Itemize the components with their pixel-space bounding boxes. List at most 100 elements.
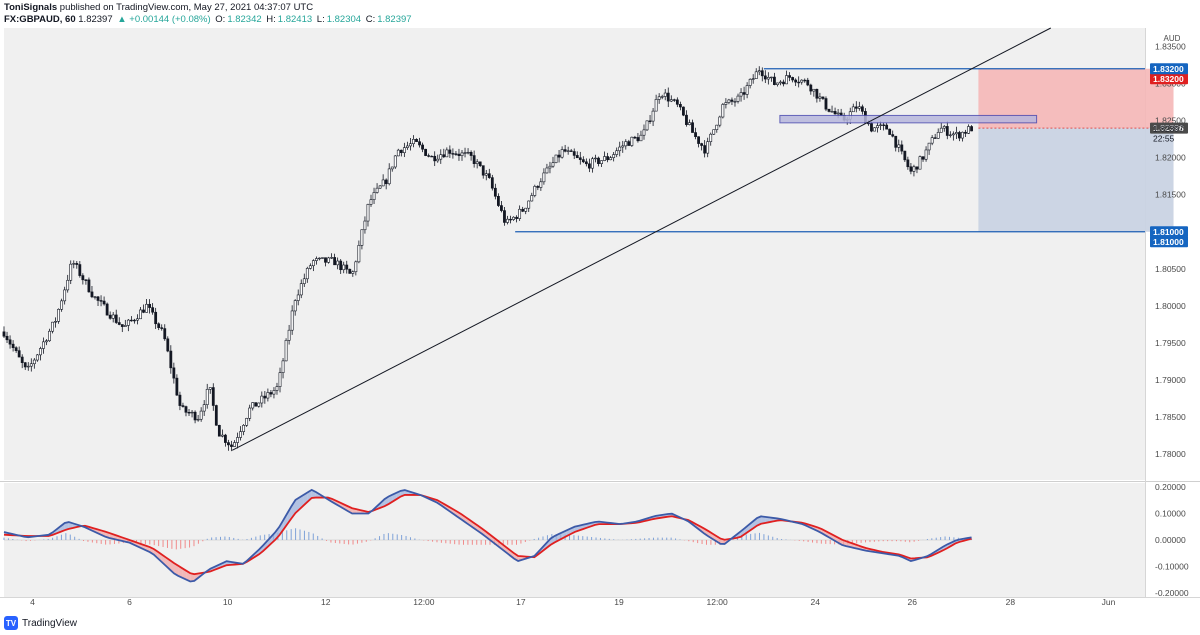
candle-body: [769, 76, 773, 79]
candle-body: [272, 390, 276, 395]
candle-body: [193, 411, 197, 421]
candle-body: [217, 424, 221, 437]
candle-body: [836, 112, 840, 115]
candle-body: [108, 314, 112, 319]
macd-fill: [485, 531, 490, 540]
candle-body: [760, 70, 764, 77]
candle-body: [648, 120, 652, 122]
candle-body: [563, 149, 567, 152]
candle-body: [442, 154, 446, 158]
candle-body: [657, 96, 661, 100]
time-tick: 12:00: [706, 597, 728, 607]
candle-body: [727, 99, 731, 103]
candle-body: [406, 145, 409, 148]
candle-body: [14, 347, 18, 351]
countdown-label: 22:55: [1153, 133, 1175, 143]
author-name[interactable]: ToniSignals: [4, 2, 58, 13]
candle-body: [521, 208, 525, 212]
macd-tick: -0.20000: [1155, 588, 1189, 598]
candle-body: [354, 261, 358, 273]
high-label: H:: [266, 14, 276, 25]
candle-body: [26, 365, 30, 368]
candle-body: [181, 405, 185, 407]
candle-body: [436, 158, 440, 162]
candle-body: [375, 187, 379, 193]
candle-body: [214, 405, 218, 426]
candle-body: [311, 260, 315, 267]
candle-body: [812, 88, 816, 92]
macd-tick: 0.10000: [1155, 508, 1186, 518]
macd-fill: [493, 537, 498, 547]
candle-body: [5, 335, 9, 341]
candle-body: [302, 278, 306, 284]
candle-body: [409, 143, 412, 147]
candle-body: [636, 137, 640, 142]
candle-body: [205, 388, 209, 405]
candle-body: [51, 321, 54, 332]
candle-body: [612, 154, 616, 158]
tradingview-brand[interactable]: TradingView: [22, 617, 78, 629]
candle-body: [451, 153, 455, 155]
candle-body: [806, 79, 810, 86]
candle-body: [360, 229, 364, 246]
candle-body: [351, 271, 355, 274]
price-tick: 1.80500: [1155, 264, 1186, 274]
candle-body: [166, 338, 170, 352]
candle-body: [906, 159, 910, 168]
macd-fill: [275, 526, 280, 540]
candle-body: [882, 124, 886, 126]
candle-body: [463, 152, 467, 154]
candle-body: [324, 257, 327, 263]
macd-fill: [506, 547, 511, 556]
candle-body: [69, 263, 73, 281]
time-tick: 4: [30, 597, 35, 607]
candle-body: [688, 122, 691, 125]
stop-zone-box[interactable]: [978, 128, 1174, 232]
candle-body: [678, 104, 682, 108]
candle-body: [178, 394, 182, 406]
trendline[interactable]: [231, 27, 1051, 451]
candle-body: [45, 340, 48, 343]
close-value: 1.82397: [377, 14, 412, 25]
candle-body: [305, 268, 309, 280]
candle-body: [709, 133, 713, 142]
candle-body: [427, 155, 431, 157]
candle-body: [220, 434, 224, 437]
candle-body: [682, 106, 685, 116]
candle-body: [785, 75, 788, 85]
time-tick: Jun: [1102, 597, 1116, 607]
candle-body: [60, 300, 64, 310]
candle-body: [733, 101, 737, 103]
candle-body: [788, 75, 791, 78]
candle-body: [675, 99, 679, 105]
candle-body: [554, 154, 558, 163]
candle-body: [660, 96, 664, 98]
last-close-label-bg: [1150, 122, 1188, 134]
candle-body: [390, 166, 394, 170]
candle-body: [955, 132, 958, 135]
macd-fill: [64, 522, 69, 531]
candle-body: [293, 300, 297, 312]
tradingview-logo-icon[interactable]: TV: [4, 616, 18, 630]
candle-body: [945, 126, 949, 136]
signal-line[interactable]: [3, 494, 972, 576]
candle-body: [117, 322, 121, 325]
candle-body: [457, 153, 461, 156]
candle-body: [481, 165, 485, 176]
candle-body: [154, 311, 158, 325]
candle-body: [327, 257, 330, 263]
macd-line[interactable]: [3, 488, 972, 583]
candle-body: [597, 157, 600, 164]
candle-body: [281, 360, 285, 373]
candle-body: [87, 279, 91, 293]
candle-body: [102, 300, 106, 305]
candle-body: [454, 153, 458, 155]
resistance-zone[interactable]: [779, 114, 1038, 124]
candle-body: [142, 309, 145, 313]
candle-body: [415, 139, 418, 142]
macd-fill: [477, 525, 482, 534]
candle-body: [706, 141, 710, 154]
candle-body: [236, 437, 239, 443]
candle-body: [694, 132, 697, 137]
